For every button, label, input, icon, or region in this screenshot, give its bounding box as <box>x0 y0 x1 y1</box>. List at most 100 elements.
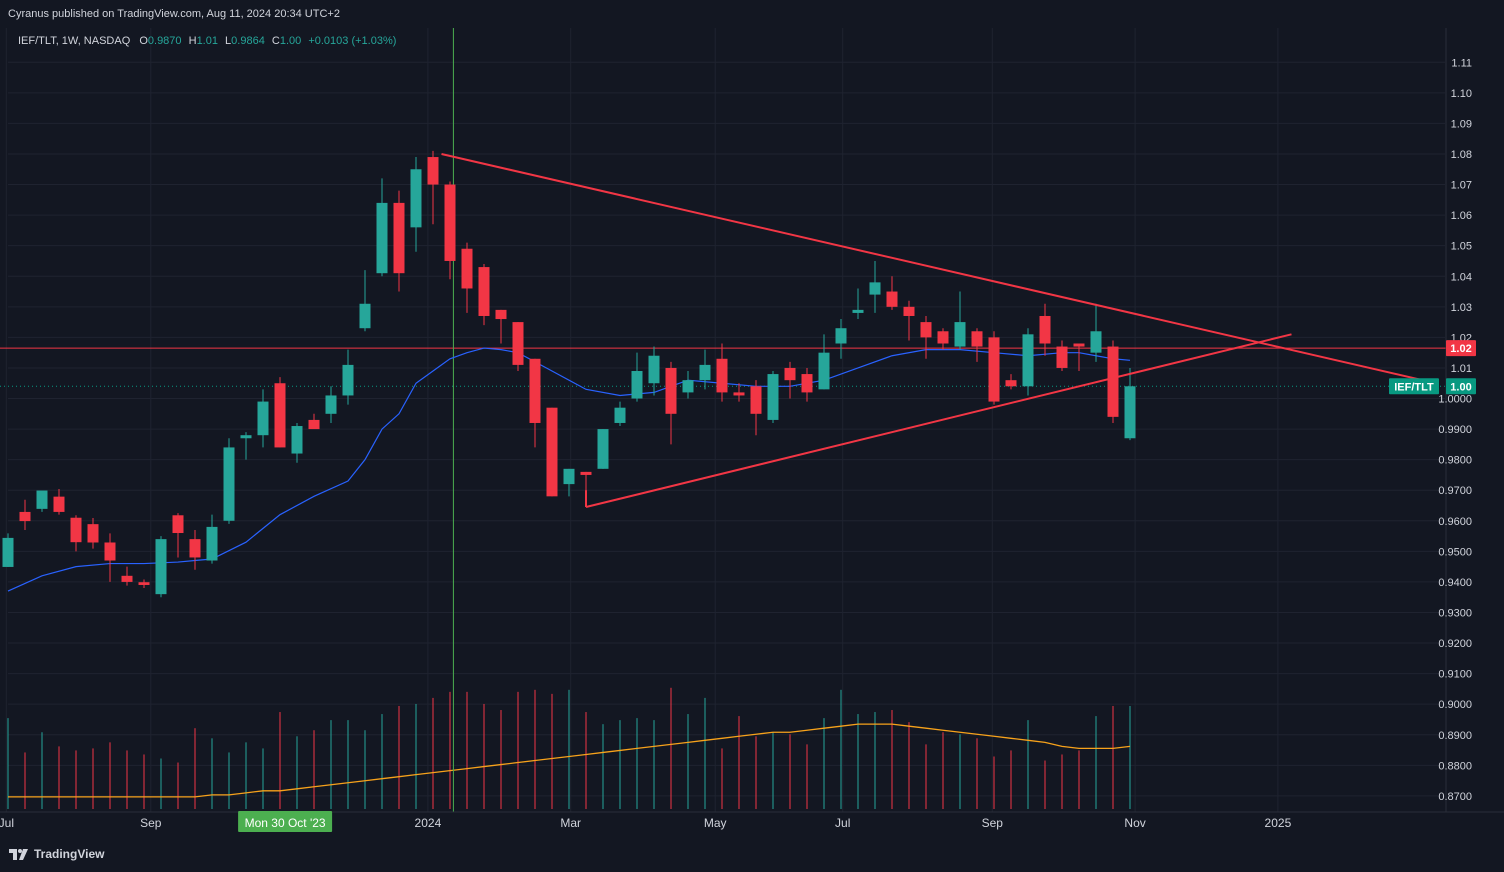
volume-histogram <box>7 687 1131 809</box>
volume-bar <box>721 748 723 809</box>
volume-bar <box>1061 754 1063 809</box>
volume-bar <box>449 691 451 809</box>
price-axis[interactable]: 1.11 1.10 1.09 1.08 1.07 1.06 1.05 1.04 1.03 1.02… <box>1438 28 1472 812</box>
volume-bar <box>160 758 162 809</box>
candles <box>2 150 1136 598</box>
price-tick-label: 1.07 <box>1451 180 1472 192</box>
volume-bar <box>109 742 111 809</box>
candle-body <box>767 374 779 420</box>
volume-bar <box>636 718 638 809</box>
legend-high-value: 1.01 <box>196 35 218 47</box>
footer-brand[interactable]: TradingView <box>9 846 104 862</box>
volume-bar <box>857 714 859 809</box>
candle-body <box>648 355 660 384</box>
candle-body <box>563 468 575 485</box>
volume-bar <box>415 703 417 809</box>
candle-body <box>444 184 456 261</box>
time-tick-label: Nov <box>1124 816 1145 830</box>
price-tick-label: 0.9100 <box>1438 669 1472 681</box>
volume-bar <box>194 728 196 809</box>
candle-body <box>53 496 65 512</box>
volume-bar <box>823 718 825 809</box>
candle-body <box>359 303 371 329</box>
volume-bar <box>568 689 570 809</box>
candle-body <box>342 364 354 396</box>
price-tick-label: 0.8800 <box>1438 760 1472 772</box>
volume-ma-line <box>8 723 1131 798</box>
candle-body <box>1090 331 1102 353</box>
price-tick-label: 0.9500 <box>1438 546 1472 558</box>
volume-bar <box>789 734 791 809</box>
time-tick-label: May <box>704 816 727 830</box>
legend-close-value: 1.00 <box>279 35 302 47</box>
support-trendline <box>585 333 1292 509</box>
candle-body <box>325 395 337 414</box>
candle-body <box>427 157 439 185</box>
volume-bar <box>177 762 179 809</box>
price-tick-label: 0.9800 <box>1438 455 1472 467</box>
volume-bar <box>41 732 43 809</box>
candle-body <box>257 401 269 436</box>
volume-bar <box>806 744 808 809</box>
price-tick-label: 0.9000 <box>1438 699 1472 711</box>
candle-body <box>1124 386 1136 439</box>
volume-bar <box>551 693 553 809</box>
volume-bar <box>738 716 740 809</box>
time-tick-label: Jul <box>835 816 850 830</box>
candle-body <box>1056 346 1068 368</box>
candle-body <box>104 542 116 561</box>
volume-bar <box>330 720 332 809</box>
volume-bar <box>211 738 213 809</box>
legend-symbol: IEF/TLT, 1W, NASDAQ <box>18 35 131 47</box>
price-tick-label: 1.10 <box>1451 88 1472 100</box>
candle-body <box>580 471 592 475</box>
volume-bar <box>755 736 757 809</box>
price-tick-label: 0.9300 <box>1438 607 1472 619</box>
candle-body <box>869 282 881 295</box>
candle-body <box>1107 346 1119 417</box>
volume-bar <box>500 710 502 809</box>
candle-body <box>478 267 490 316</box>
price-tick-label: 1.05 <box>1451 241 1472 253</box>
volume-bar <box>1078 750 1080 809</box>
volume-bar <box>1044 760 1046 809</box>
volume-bar <box>126 750 128 809</box>
volume-bar <box>58 746 60 809</box>
candle-body <box>835 328 847 344</box>
volume-bar <box>245 742 247 809</box>
price-tick-label: 0.9900 <box>1438 424 1472 436</box>
volume-bar <box>908 722 910 809</box>
candle-body <box>886 291 898 307</box>
candle-body <box>70 517 82 543</box>
trendlines[interactable] <box>441 153 1430 509</box>
candle-body <box>818 352 830 390</box>
level-price-label: 1.02 <box>1450 343 1471 355</box>
volume-bar <box>670 687 672 809</box>
grid-lines <box>5 28 1445 812</box>
volume-bar <box>364 730 366 809</box>
candle-body <box>2 537 14 567</box>
top-bar: Cyranus published on TradingView.com, Au… <box>0 0 1504 28</box>
candle-body <box>1022 334 1034 387</box>
volume-bar <box>619 720 621 809</box>
time-tick-label: Mar <box>560 816 581 830</box>
candle-body <box>597 429 609 469</box>
price-tick-label: 1.11 <box>1451 57 1472 69</box>
volume-bar <box>1027 720 1029 809</box>
time-tick-label: Sep <box>982 816 1004 830</box>
publisher-info: Cyranus published on TradingView.com, Au… <box>8 8 340 20</box>
legend-change: +0.0103 (+1.03%) <box>308 35 397 47</box>
candle-body <box>172 515 184 534</box>
candle-body <box>376 202 388 274</box>
candle-body <box>529 358 541 423</box>
volume-bar <box>296 736 298 809</box>
volume-bar <box>466 691 468 809</box>
candle-body <box>971 331 983 347</box>
price-tick-label: 1.0000 <box>1438 394 1472 406</box>
time-axis[interactable]: ayJulSepMon 30 Oct '232024MarMayJulSepNo… <box>0 811 1504 832</box>
candle-body <box>206 526 218 561</box>
candle-body <box>784 367 796 381</box>
candle-body <box>852 309 864 313</box>
horizontal-level[interactable] <box>0 347 1446 387</box>
